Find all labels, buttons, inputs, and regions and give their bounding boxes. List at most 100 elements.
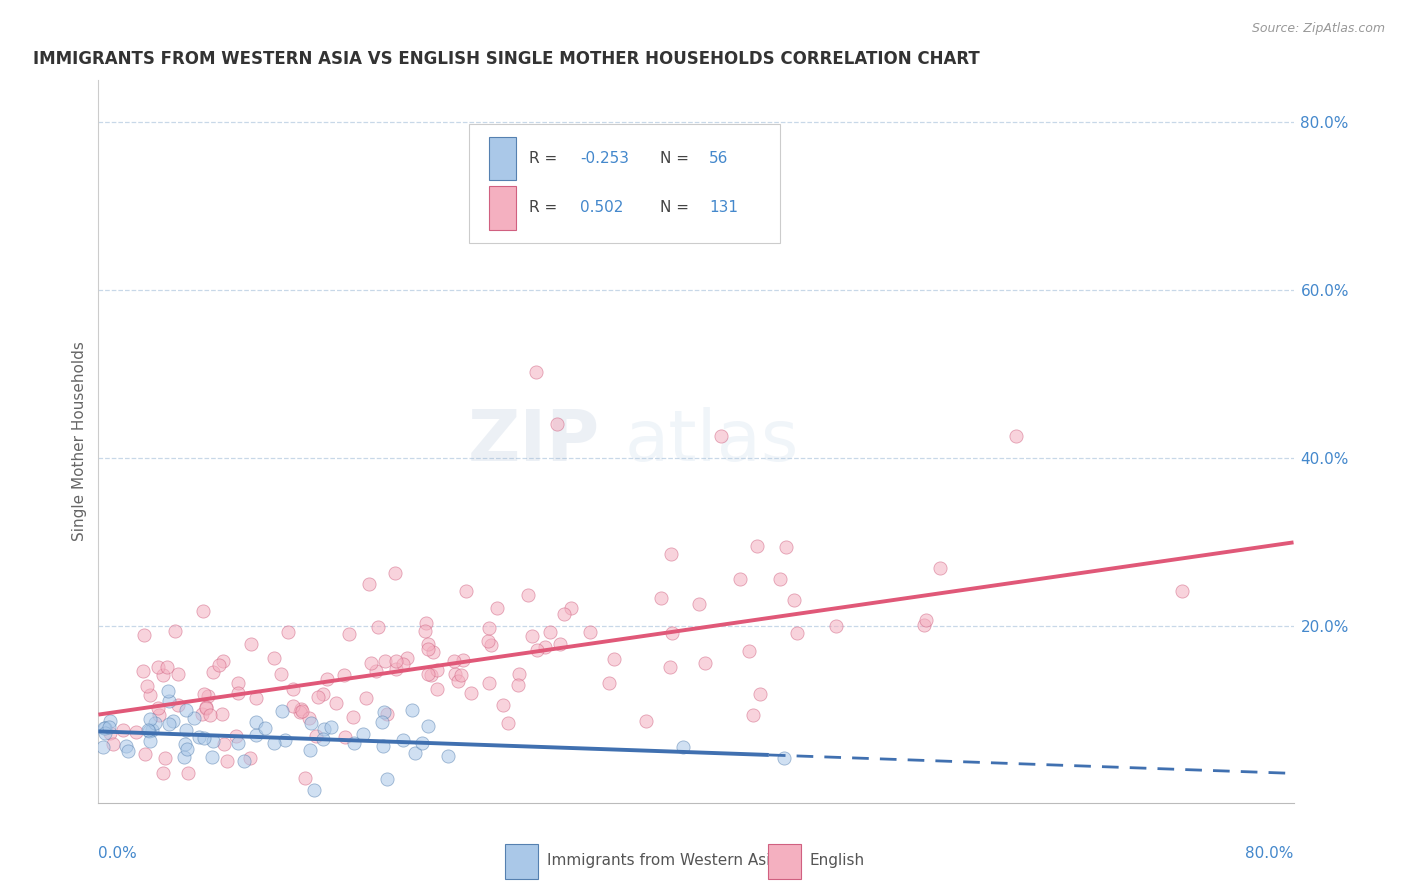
Point (742, 708, 765, 723)
Point (749, 687, 772, 701)
Point (373, 739, 395, 753)
Point (659, 659, 682, 673)
Text: Immigrants from Western Asia: Immigrants from Western Asia (547, 853, 779, 868)
Point (239, 751, 262, 765)
Point (299, 715, 322, 730)
Point (524, 365, 547, 379)
Point (401, 703, 423, 717)
Point (650, 591, 672, 605)
Point (312, 731, 335, 746)
Point (710, 429, 733, 443)
Point (101, 737, 124, 751)
Point (263, 651, 285, 665)
Point (98, 714, 121, 729)
Point (352, 726, 374, 740)
Text: 56: 56 (709, 151, 728, 166)
Point (193, 687, 215, 701)
Point (176, 723, 198, 737)
Point (139, 712, 162, 726)
Point (416, 666, 439, 681)
Point (486, 600, 509, 615)
Point (228, 685, 250, 699)
Point (294, 771, 316, 785)
Point (176, 742, 198, 756)
Point (508, 667, 530, 681)
Point (314, 722, 336, 736)
Point (371, 715, 394, 730)
Point (226, 736, 249, 750)
Y-axis label: Single Mother Households: Single Mother Households (72, 342, 87, 541)
FancyBboxPatch shape (768, 844, 801, 879)
Point (134, 747, 156, 761)
Point (194, 700, 217, 714)
Text: N =: N = (661, 201, 695, 215)
Text: R =: R = (529, 201, 562, 215)
Text: atlas: atlas (624, 407, 799, 476)
Point (298, 711, 321, 725)
Point (270, 704, 292, 718)
Point (157, 694, 180, 708)
Point (277, 625, 299, 640)
Point (688, 597, 710, 611)
Point (783, 592, 806, 607)
Point (138, 723, 160, 737)
Point (274, 733, 297, 747)
Point (325, 696, 347, 710)
Point (233, 754, 256, 768)
Point (492, 698, 515, 712)
Point (132, 665, 155, 679)
Point (201, 734, 224, 748)
Point (824, 618, 846, 632)
Point (578, 625, 600, 640)
Point (93, 721, 115, 735)
Point (454, 584, 477, 599)
Point (443, 654, 465, 668)
Point (915, 613, 938, 627)
Point (772, 751, 794, 765)
Point (775, 541, 797, 555)
Point (366, 664, 388, 678)
Point (437, 748, 460, 763)
Point (125, 724, 148, 739)
Point (115, 739, 138, 754)
Point (136, 680, 159, 694)
Point (1005, 429, 1028, 443)
Point (162, 714, 184, 728)
Point (321, 719, 343, 733)
Point (226, 676, 249, 690)
Point (152, 766, 174, 780)
Point (342, 710, 364, 724)
Point (506, 678, 529, 692)
Point (416, 637, 439, 651)
Point (929, 561, 952, 575)
Point (298, 743, 321, 757)
Text: 80.0%: 80.0% (1246, 847, 1294, 861)
Point (517, 588, 540, 602)
Point (240, 637, 263, 651)
Point (426, 682, 449, 697)
Point (373, 706, 395, 720)
Point (93, 725, 115, 739)
Point (672, 739, 695, 754)
Point (602, 652, 624, 666)
Point (453, 653, 475, 667)
Point (1170, 583, 1192, 598)
Point (93, 722, 115, 736)
Point (418, 719, 440, 733)
Point (138, 723, 160, 738)
Point (217, 754, 239, 768)
Point (769, 572, 792, 586)
Point (288, 705, 311, 719)
Point (302, 783, 325, 797)
Point (212, 654, 235, 668)
Point (211, 707, 233, 722)
Point (737, 643, 759, 657)
Point (270, 666, 292, 681)
Point (290, 702, 312, 716)
Point (194, 700, 217, 714)
Point (183, 711, 205, 725)
Point (143, 716, 166, 731)
Point (191, 604, 214, 618)
Point (263, 736, 285, 750)
Point (188, 730, 211, 744)
